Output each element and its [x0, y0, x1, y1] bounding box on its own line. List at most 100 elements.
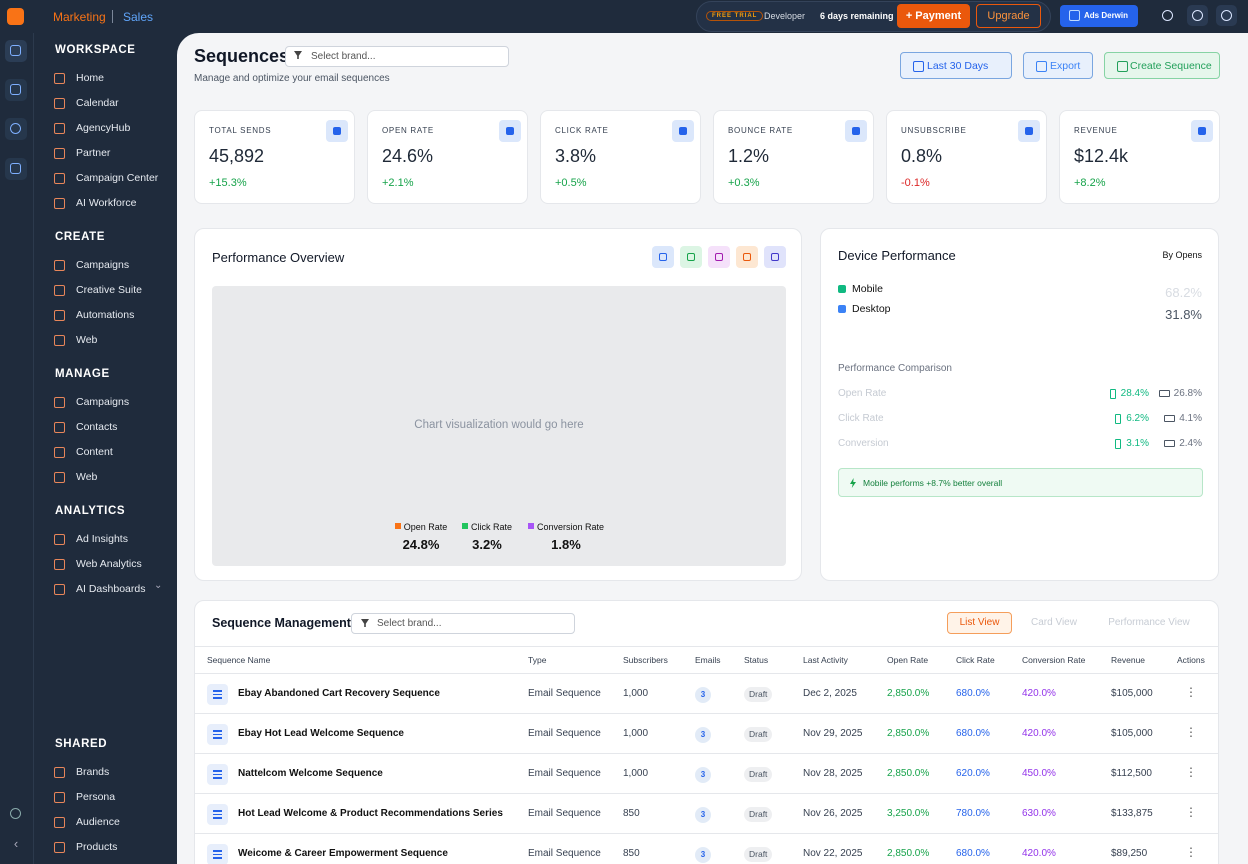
top-icon-button[interactable] — [1187, 5, 1208, 26]
section-link[interactable]: Sales — [123, 10, 154, 24]
sidebar-item[interactable]: Campaigns — [50, 393, 172, 413]
sidebar-item[interactable]: AgencyHub — [50, 119, 172, 139]
sidebar-label: Audience — [76, 816, 120, 828]
legend-entry: Conversion Rate — [506, 522, 626, 532]
chart-type-button[interactable] — [708, 246, 730, 268]
icon — [54, 584, 65, 595]
sidebar-item[interactable]: Creative Suite — [50, 281, 172, 301]
cell: $105,000 — [1111, 728, 1153, 739]
stat-value: 3.8% — [555, 146, 597, 166]
brand-link[interactable]: Marketing — [53, 10, 106, 24]
row-icon — [207, 764, 228, 785]
chart-type-button[interactable] — [680, 246, 702, 268]
sidebar-item[interactable]: Products — [50, 838, 172, 858]
stat-card: BOUNCE RATE 1.2% +0.3% — [713, 110, 874, 204]
stat-label: BOUNCE RATE — [728, 126, 793, 135]
sidebar-item[interactable]: AI Workforce — [50, 194, 172, 214]
stat-change: -0.1% — [901, 177, 930, 189]
sidebar-item[interactable]: Persona — [50, 788, 172, 808]
table-row[interactable]: Nattelcom Welcome Sequence Email Sequence… — [195, 754, 1218, 794]
cell: Nattelcom Welcome Sequence — [238, 768, 383, 779]
sidebar-item[interactable]: Audience — [50, 813, 172, 833]
sidebar-item[interactable]: Contacts — [50, 418, 172, 438]
row-actions[interactable]: ⋮ — [1185, 845, 1197, 859]
view-tab[interactable]: Card View — [1031, 617, 1077, 628]
stat-icon — [499, 120, 521, 142]
table-row[interactable]: Ebay Abandoned Cart Recovery Sequence Ema… — [195, 674, 1218, 714]
rail-button[interactable] — [5, 158, 27, 180]
device-name: Mobile — [852, 283, 883, 295]
select-placeholder: Select brand... — [311, 51, 376, 62]
sidebar-item[interactable]: Campaign Center — [50, 169, 172, 189]
rail-button[interactable] — [5, 40, 27, 62]
cell: 780.0% — [956, 808, 990, 819]
mobile-icon — [1115, 414, 1122, 424]
icon-line — [213, 777, 222, 779]
upgrade-button[interactable]: Upgrade — [976, 4, 1041, 28]
top-icon-button[interactable] — [1157, 5, 1178, 26]
sidebar-item[interactable]: Brands — [50, 763, 172, 783]
sidebar-item[interactable]: Automations — [50, 306, 172, 326]
header-button[interactable]: Create Sequence — [1104, 52, 1220, 79]
header-button[interactable]: Export — [1023, 52, 1093, 79]
payment-button[interactable]: + Payment — [897, 4, 970, 28]
chevron: ⌄ — [154, 580, 163, 591]
sidebar-item[interactable]: Web Analytics — [50, 555, 172, 575]
view-tab[interactable]: Performance View — [1108, 617, 1190, 628]
sidebar-item[interactable]: Partner — [50, 144, 172, 164]
device-swatch — [838, 285, 846, 293]
legend-value: 24.8% — [402, 537, 440, 552]
brand-select[interactable]: Select brand... — [285, 46, 509, 67]
main-panel: Sequences Select brand... Manage and optim… — [177, 33, 1248, 864]
email-count-badge: 3 — [695, 847, 711, 863]
sidebar-label: Partner — [76, 147, 111, 159]
table-row[interactable]: Hot Lead Welcome & Product Recommendatio… — [195, 794, 1218, 834]
collapse-button[interactable]: ‹ — [13, 836, 19, 851]
cell: 850 — [623, 808, 640, 819]
sidebar-item[interactable]: Content — [50, 443, 172, 463]
row-actions[interactable]: ⋮ — [1185, 685, 1197, 699]
icon-line — [213, 693, 222, 695]
sidebar-item[interactable]: Ad Insights — [50, 530, 172, 550]
rail-button[interactable] — [5, 79, 27, 101]
column-header: Open Rate — [887, 655, 929, 665]
view-tab-active[interactable]: List View — [947, 612, 1012, 634]
icon — [10, 163, 21, 174]
table-row[interactable]: Ebay Hot Lead Welcome Sequence Email Sequ… — [195, 714, 1218, 754]
table-row[interactable]: Weicome & Career Empowerment Sequence Ema… — [195, 834, 1218, 864]
cell: 2,850.0% — [887, 848, 930, 859]
cell: Email Sequence — [528, 768, 601, 779]
account-name: Ads Derwin — [1084, 11, 1129, 20]
sidebar-item[interactable]: Home — [50, 69, 172, 89]
row-actions[interactable]: ⋮ — [1185, 765, 1197, 779]
chart-type-button[interactable] — [652, 246, 674, 268]
column-header: Click Rate — [956, 655, 995, 665]
sidebar-item[interactable]: Calendar — [50, 94, 172, 114]
account-button[interactable]: Ads Derwin — [1060, 5, 1138, 27]
cell: Email Sequence — [528, 728, 601, 739]
chart-type-button[interactable] — [764, 246, 786, 268]
sidebar-item[interactable]: Web — [50, 331, 172, 351]
brand-select[interactable]: Select brand... — [351, 613, 575, 634]
cell: 450.0% — [1022, 768, 1056, 779]
row-actions[interactable]: ⋮ — [1185, 805, 1197, 819]
top-icon-button[interactable] — [1216, 5, 1237, 26]
cell: 680.0% — [956, 728, 990, 739]
legend-item: Conversion Rate 1.8% — [506, 522, 626, 562]
row-actions[interactable]: ⋮ — [1185, 725, 1197, 739]
sidebar-item[interactable]: Campaigns — [50, 256, 172, 276]
rail-button[interactable] — [5, 118, 27, 140]
cell: 630.0% — [1022, 808, 1056, 819]
stat-label: CLICK RATE — [555, 126, 609, 135]
sidebar-item[interactable]: Web — [50, 468, 172, 488]
sidebar-item[interactable]: AI Dashboards ⌄ — [50, 580, 172, 600]
plan: Developer — [764, 11, 806, 21]
header-button[interactable]: Last 30 Days — [900, 52, 1012, 79]
separator — [112, 10, 113, 23]
sidebar-label: Products — [76, 841, 118, 853]
sidebar-label: Persona — [76, 791, 116, 803]
icon-line — [213, 817, 222, 819]
chart-type-button[interactable] — [736, 246, 758, 268]
icon — [54, 422, 65, 433]
